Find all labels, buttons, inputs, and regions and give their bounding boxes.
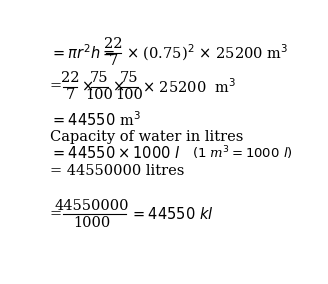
Text: 7: 7 [109, 55, 118, 68]
Text: = 44550000 litres: = 44550000 litres [50, 164, 184, 178]
Text: 1000: 1000 [73, 216, 111, 230]
Text: $= 44550$ m$^3$: $= 44550$ m$^3$ [50, 110, 141, 129]
Text: 22: 22 [104, 37, 123, 51]
Text: $(1$ m$^3 = 1000\ l)$: $(1$ m$^3 = 1000\ l)$ [192, 145, 293, 162]
Text: 22: 22 [61, 71, 79, 85]
Text: 100: 100 [115, 88, 143, 102]
Text: $= 44550 \times 1000\ l$: $= 44550 \times 1000\ l$ [50, 145, 180, 161]
Text: $\times$ (0.75)$^2$ $\times$ 25200 m$^3$: $\times$ (0.75)$^2$ $\times$ 25200 m$^3$ [126, 43, 288, 63]
Text: 75: 75 [90, 71, 109, 85]
Text: $= 44550\ kl$: $= 44550\ kl$ [130, 206, 214, 222]
Text: 100: 100 [86, 88, 113, 102]
Text: 44550000: 44550000 [54, 199, 129, 213]
Text: $\times$: $\times$ [112, 80, 124, 93]
Text: =: = [50, 80, 62, 93]
Text: =: = [50, 208, 62, 222]
Text: $= \pi r^2 h =$: $= \pi r^2 h =$ [50, 43, 115, 62]
Text: Capacity of water in litres: Capacity of water in litres [50, 130, 243, 144]
Text: 75: 75 [120, 71, 139, 85]
Text: $\times$: $\times$ [81, 80, 93, 93]
Text: 7: 7 [66, 88, 75, 102]
Text: $\times$ 25200  m$^3$: $\times$ 25200 m$^3$ [142, 77, 236, 96]
